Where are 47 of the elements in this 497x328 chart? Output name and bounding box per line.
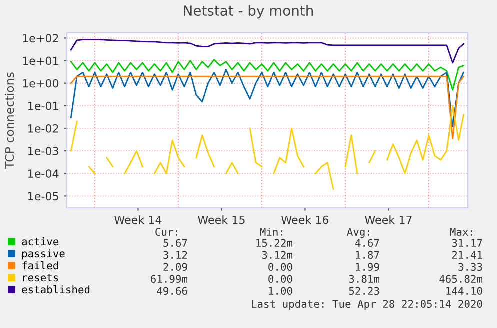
text: 2.09 xyxy=(164,263,188,272)
text: 49.66 xyxy=(157,287,188,296)
text: 31.17 xyxy=(452,239,482,248)
text: 1.87 xyxy=(356,251,380,260)
y-tick-label: 1e-05 xyxy=(28,192,58,201)
y-axis-title: TCP connections xyxy=(5,72,14,169)
text: 52.23 xyxy=(349,287,380,296)
text: Cur: xyxy=(156,228,178,236)
y-tick-label: 1e-01 xyxy=(28,102,58,110)
legend-label: resets xyxy=(23,274,58,282)
line-series xyxy=(70,59,464,91)
legend-label: failed xyxy=(22,262,58,270)
text: 3.33 xyxy=(458,263,482,272)
x-tick-label: Week 16 xyxy=(282,216,329,224)
text: 61.99m xyxy=(151,275,188,284)
text: 1.99 xyxy=(356,263,380,272)
legend-label: passive xyxy=(22,250,65,260)
legend-label: established xyxy=(22,286,90,294)
text: 3.81m xyxy=(349,275,380,284)
text: 0.00 xyxy=(268,263,292,272)
x-tick-label: Week 14 xyxy=(114,216,162,224)
chart-title: Netstat - by month xyxy=(184,5,314,19)
x-tick-label: Week 17 xyxy=(365,216,412,224)
y-tick-label: 1e-04 xyxy=(28,170,59,178)
y-tick-label: 1e+00 xyxy=(23,79,59,88)
text: 465.82m xyxy=(440,275,483,284)
y-tick-label: 1e+01 xyxy=(23,56,58,66)
y-tick-label: 1e-02 xyxy=(28,124,58,133)
text: 0.00 xyxy=(268,275,292,284)
text: 5.67 xyxy=(164,239,188,248)
text: Min: xyxy=(260,228,282,236)
text: 3.12 xyxy=(164,251,188,260)
text: 21.41 xyxy=(452,251,482,259)
y-tick-label: 1e+02 xyxy=(23,34,58,43)
text: 15.22m xyxy=(256,239,293,248)
legend-label: active xyxy=(22,238,59,246)
text: Avg: xyxy=(347,228,370,238)
line-series xyxy=(70,69,464,128)
text: 3.12m xyxy=(262,251,293,260)
text: 144.10 xyxy=(446,287,482,296)
line-series xyxy=(70,39,464,64)
text: Max: xyxy=(450,228,472,236)
text: 1.00 xyxy=(269,287,292,296)
y-tick-label: 1e-03 xyxy=(28,147,58,156)
text: Last update: Tue Apr 28 22:05:14 2020 xyxy=(252,300,482,310)
text: 4.67 xyxy=(355,239,380,248)
x-tick-label: Week 15 xyxy=(198,216,245,224)
